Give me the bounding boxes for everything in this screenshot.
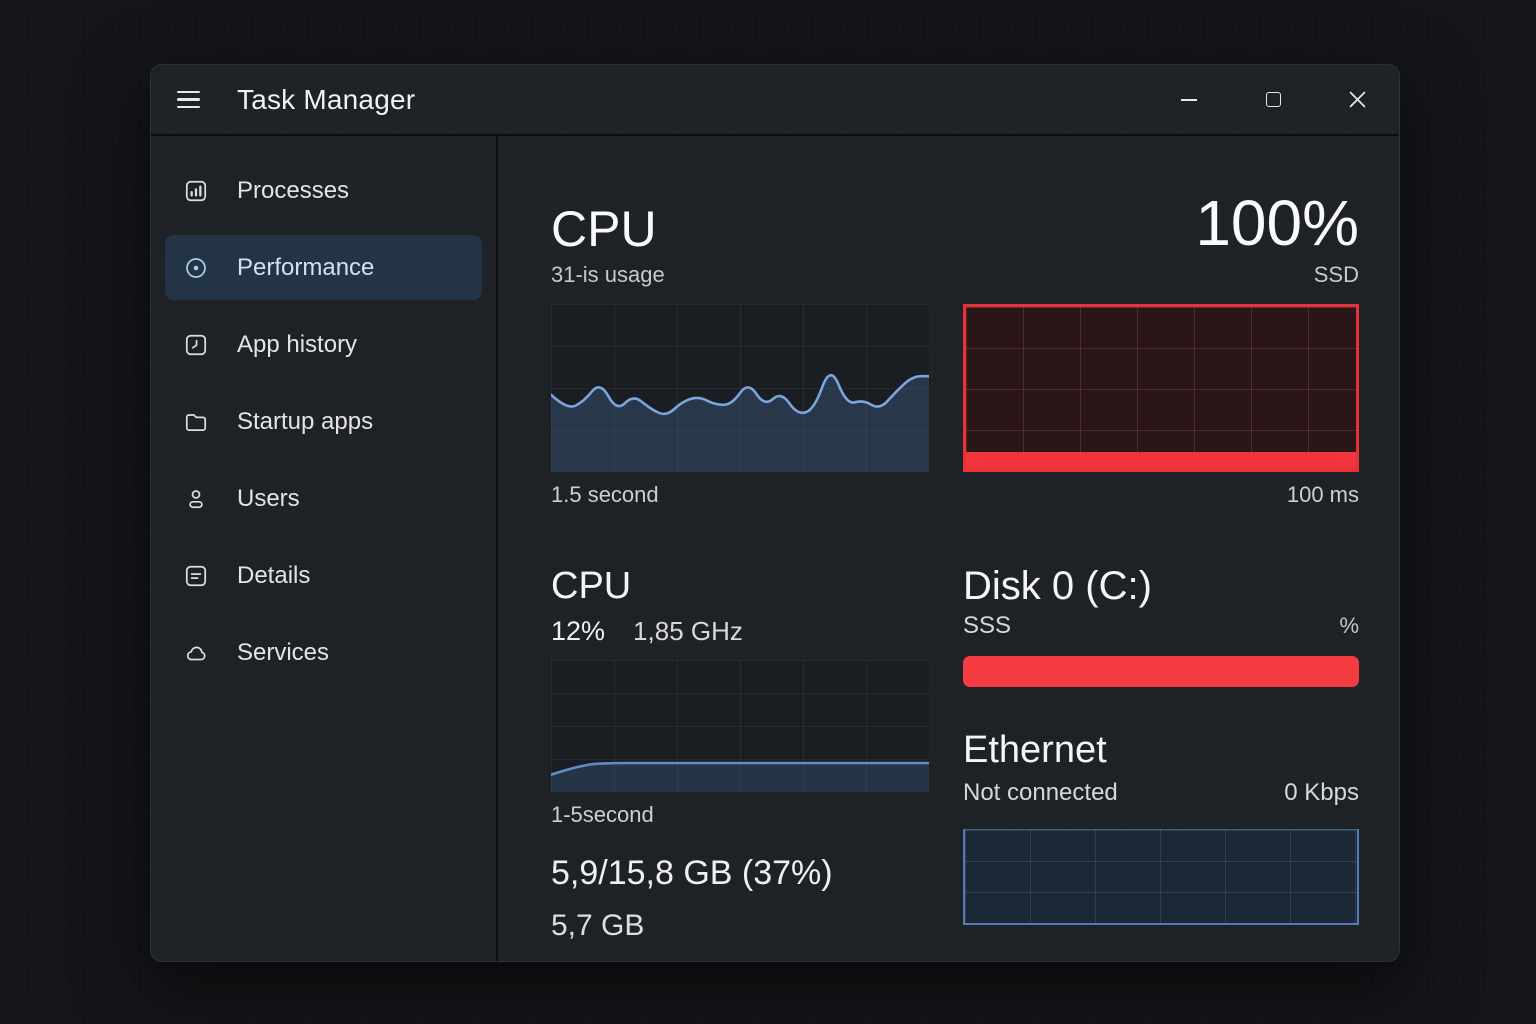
details-icon bbox=[183, 562, 213, 590]
disk-ethernet-section: Disk 0 (C:) SSS % Ethernet Not connected… bbox=[963, 562, 1359, 943]
sidebar-item-label: Processes bbox=[237, 176, 350, 204]
sidebar-item-processes[interactable]: Processes bbox=[165, 158, 482, 223]
cpu-secondary-timespan: 1-5second bbox=[551, 802, 654, 827]
sidebar-item-details[interactable]: Details bbox=[165, 543, 482, 608]
window-controls bbox=[1147, 65, 1399, 134]
disk-percent-label: % bbox=[1339, 613, 1359, 638]
sidebar-item-users[interactable]: Users bbox=[165, 466, 482, 531]
sidebar-item-label: Startup apps bbox=[237, 407, 374, 435]
users-icon bbox=[183, 485, 213, 513]
window-title: Task Manager bbox=[237, 83, 416, 115]
memory-secondary-value: 5,7 GB bbox=[551, 909, 645, 942]
app-history-icon bbox=[183, 331, 213, 359]
titlebar: Task Manager bbox=[151, 65, 1399, 136]
sidebar-item-label: Services bbox=[237, 638, 330, 666]
cpu-utilization-chart bbox=[549, 304, 931, 472]
performance-icon bbox=[183, 254, 213, 282]
close-icon bbox=[1349, 91, 1365, 108]
sidebar-item-app-history[interactable]: App history bbox=[165, 312, 482, 377]
sidebar-item-label: Users bbox=[237, 484, 300, 512]
sidebar-item-label: Performance bbox=[237, 253, 375, 281]
sidebar: Processes Performance App history Startu… bbox=[151, 136, 498, 961]
sidebar-item-label: App history bbox=[237, 330, 358, 358]
ethernet-status: Not connected bbox=[963, 779, 1118, 806]
cpu-usage-big-value: 100% bbox=[1195, 187, 1359, 260]
ssd-label: SSD bbox=[1313, 262, 1359, 287]
menu-button[interactable] bbox=[177, 80, 217, 120]
sidebar-item-performance[interactable]: Performance bbox=[165, 235, 482, 300]
cpu-secondary-chart bbox=[549, 660, 931, 792]
cpu-panel-title: CPU bbox=[551, 201, 657, 257]
cpu-chart-timespan: 1.5 second bbox=[551, 482, 659, 507]
ethernet-chart bbox=[963, 829, 1359, 925]
cpu-secondary-title: CPU bbox=[551, 565, 632, 607]
processes-icon bbox=[183, 177, 213, 205]
disk-left-label: SSS bbox=[963, 612, 1012, 639]
memory-usage-value: 5,9/15,8 GB (37%) bbox=[551, 854, 833, 892]
task-manager-window: Task Manager Processes Performance bbox=[150, 64, 1400, 962]
minimize-button[interactable] bbox=[1147, 65, 1231, 134]
disk-active-time-chart bbox=[963, 304, 1359, 472]
disk-chart-timespan: 100 ms bbox=[1286, 482, 1359, 507]
disk-activity-strip bbox=[966, 452, 1356, 469]
startup-apps-icon bbox=[183, 408, 213, 436]
sidebar-item-label: Details bbox=[237, 561, 311, 589]
ethernet-title: Ethernet bbox=[963, 729, 1107, 771]
disk-title: Disk 0 (C:) bbox=[963, 564, 1152, 608]
maximize-icon bbox=[1265, 92, 1281, 107]
ethernet-rate: 0 Kbps bbox=[1284, 779, 1359, 806]
minimize-icon bbox=[1181, 98, 1197, 101]
cpu-usage-percent: 12% bbox=[551, 616, 606, 646]
sidebar-item-startup-apps[interactable]: Startup apps bbox=[165, 389, 482, 454]
maximize-button[interactable] bbox=[1231, 65, 1315, 134]
services-icon bbox=[183, 639, 213, 667]
cpu-panel-subtitle: 31-is usage bbox=[551, 262, 665, 287]
performance-pane: CPU 100% 31-is usage SSD 1.5 second 100 … bbox=[498, 136, 1399, 961]
cpu-secondary-section: CPU 12% 1,85 GHz 1-5second 5,9/15,8 GB (… bbox=[549, 562, 931, 943]
cpu-frequency: 1,85 GHz bbox=[633, 616, 743, 646]
close-button[interactable] bbox=[1315, 65, 1399, 134]
disk-usage-bar bbox=[963, 656, 1359, 687]
sidebar-item-services[interactable]: Services bbox=[165, 620, 482, 685]
